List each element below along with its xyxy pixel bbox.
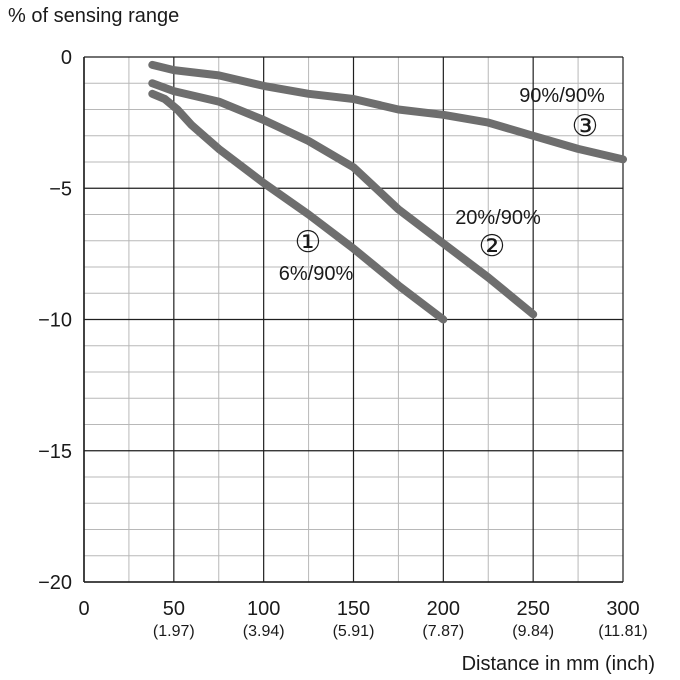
series-name-2: 20%/90% — [455, 207, 541, 229]
x-tick-sublabel: (9.84) — [512, 623, 554, 640]
y-axis-title: % of sensing range — [8, 5, 179, 27]
x-tick-sublabel: (1.97) — [153, 623, 195, 640]
series-line-1 — [148, 89, 448, 324]
x-tick-sublabel: (7.87) — [422, 623, 464, 640]
x-tick-label: 250 — [516, 598, 549, 620]
x-tick-label: 150 — [337, 598, 370, 620]
series-lines — [148, 60, 627, 324]
axes — [83, 57, 623, 583]
x-tick-sublabel: (3.94) — [243, 623, 285, 640]
x-tick-label: 50 — [163, 598, 185, 620]
y-tick-label: −5 — [49, 178, 72, 200]
series-marker-1: ① — [295, 225, 322, 260]
x-tick-labels: 0 50 (1.97) 100 (3.94) 150 (5.91) 200 (7.87) 250 (… — [78, 598, 647, 640]
y-tick-label: 0 — [61, 47, 72, 69]
series-line-3 — [148, 60, 627, 164]
y-tick-label: −20 — [38, 572, 72, 594]
x-tick-sublabel: (5.91) — [333, 623, 375, 640]
series-marker-2: ② — [479, 229, 506, 264]
x-axis-title: Distance in mm (inch) — [462, 653, 655, 675]
y-tick-label: −15 — [38, 441, 72, 463]
series-name-3: 90%/90% — [519, 85, 605, 107]
y-tick-label: −10 — [38, 310, 72, 332]
y-tick-labels: 0 −5 −10 −15 −20 — [38, 47, 72, 594]
x-tick-sublabel: (11.81) — [598, 623, 648, 640]
series-labels: ① 6%/90% ②20%/90% ③90%/90% — [279, 85, 605, 285]
series-line-2 — [148, 79, 538, 319]
series-name-1: 6%/90% — [279, 263, 354, 285]
x-tick-label: 0 — [78, 598, 89, 620]
x-tick-label: 200 — [427, 598, 460, 620]
series-marker-3: ③ — [572, 109, 599, 144]
x-tick-label: 100 — [247, 598, 280, 620]
x-tick-label: 300 — [606, 598, 639, 620]
